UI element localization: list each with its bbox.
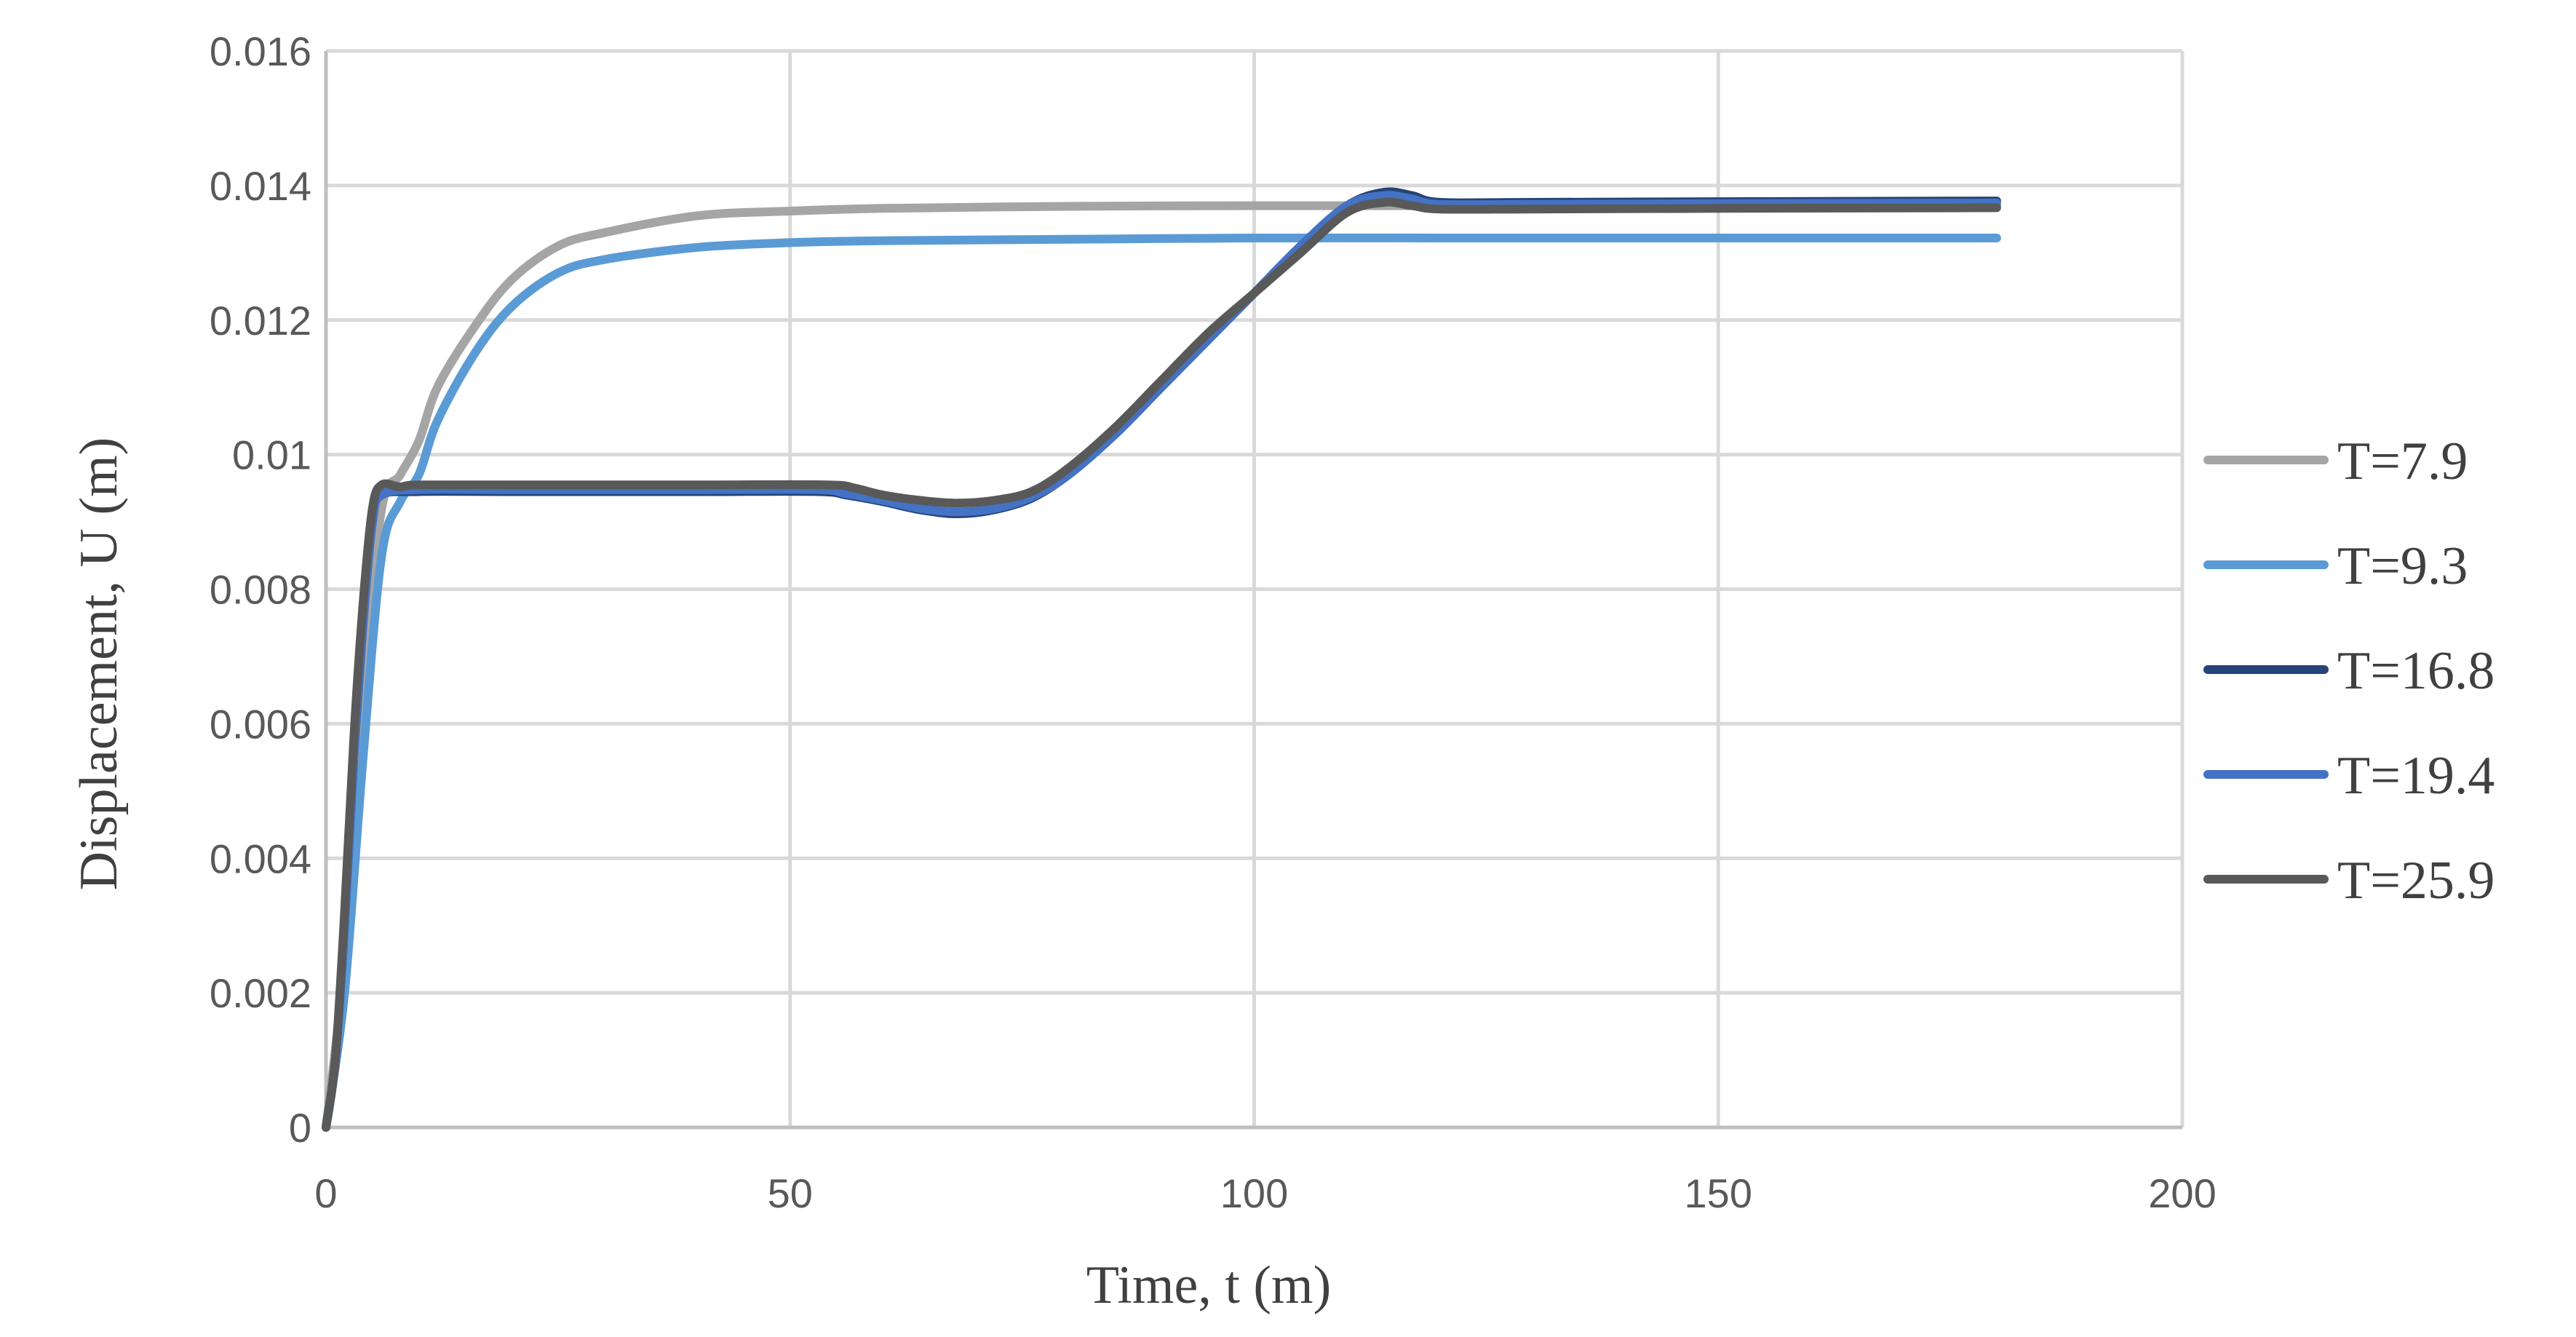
- legend-label: T=9.3: [2337, 536, 2468, 596]
- y-tick-label: 0.016: [210, 28, 311, 74]
- legend-label: T=25.9: [2337, 851, 2494, 910]
- legend-item-t-25-9[interactable]: T=25.9: [2203, 851, 2494, 910]
- x-tick-label: 0: [314, 1170, 337, 1216]
- x-tick-label: 200: [2148, 1170, 2216, 1216]
- legend-label: T=7.9: [2337, 432, 2468, 491]
- y-tick-label: 0.002: [210, 970, 311, 1016]
- legend-item-t-19-4[interactable]: T=19.4: [2203, 746, 2494, 806]
- series-line-t-9-3: [322, 233, 2001, 1132]
- y-tick-label: 0.008: [210, 567, 311, 613]
- y-tick-label: 0.004: [210, 836, 311, 881]
- legend-item-t-7-9[interactable]: T=7.9: [2203, 432, 2468, 491]
- y-tick-label: 0.012: [210, 298, 311, 344]
- legend-label: T=16.8: [2337, 641, 2494, 701]
- y-tick-label: 0.006: [210, 701, 311, 747]
- y-tick-label: 0: [289, 1105, 311, 1151]
- axes: 0 0.002 0.004 0.006 0.008 0.01 0.012 0.014 0.016…: [210, 28, 2217, 1216]
- x-axis-title: Time, t (m): [1086, 1255, 1331, 1315]
- x-tick-label: 50: [768, 1170, 813, 1216]
- series-lines: [322, 187, 2001, 1132]
- series-line-t-25-9: [322, 197, 2001, 1132]
- legend-item-t-9-3[interactable]: T=9.3: [2203, 536, 2468, 596]
- x-tick-label: 150: [1685, 1170, 1752, 1216]
- y-tick-label: 0.014: [210, 163, 311, 209]
- legend-item-t-16-8[interactable]: T=16.8: [2203, 641, 2494, 701]
- legend-label: T=19.4: [2337, 746, 2494, 806]
- legend[interactable]: T=7.9 T=9.3 T=16.8 T=19.4 T=25.9: [2203, 432, 2494, 910]
- y-tick-label: 0.01: [232, 432, 311, 478]
- grid: [326, 49, 2185, 1127]
- y-axis-title: Displacement, U (m): [69, 437, 129, 891]
- x-tick-label: 100: [1220, 1170, 1288, 1216]
